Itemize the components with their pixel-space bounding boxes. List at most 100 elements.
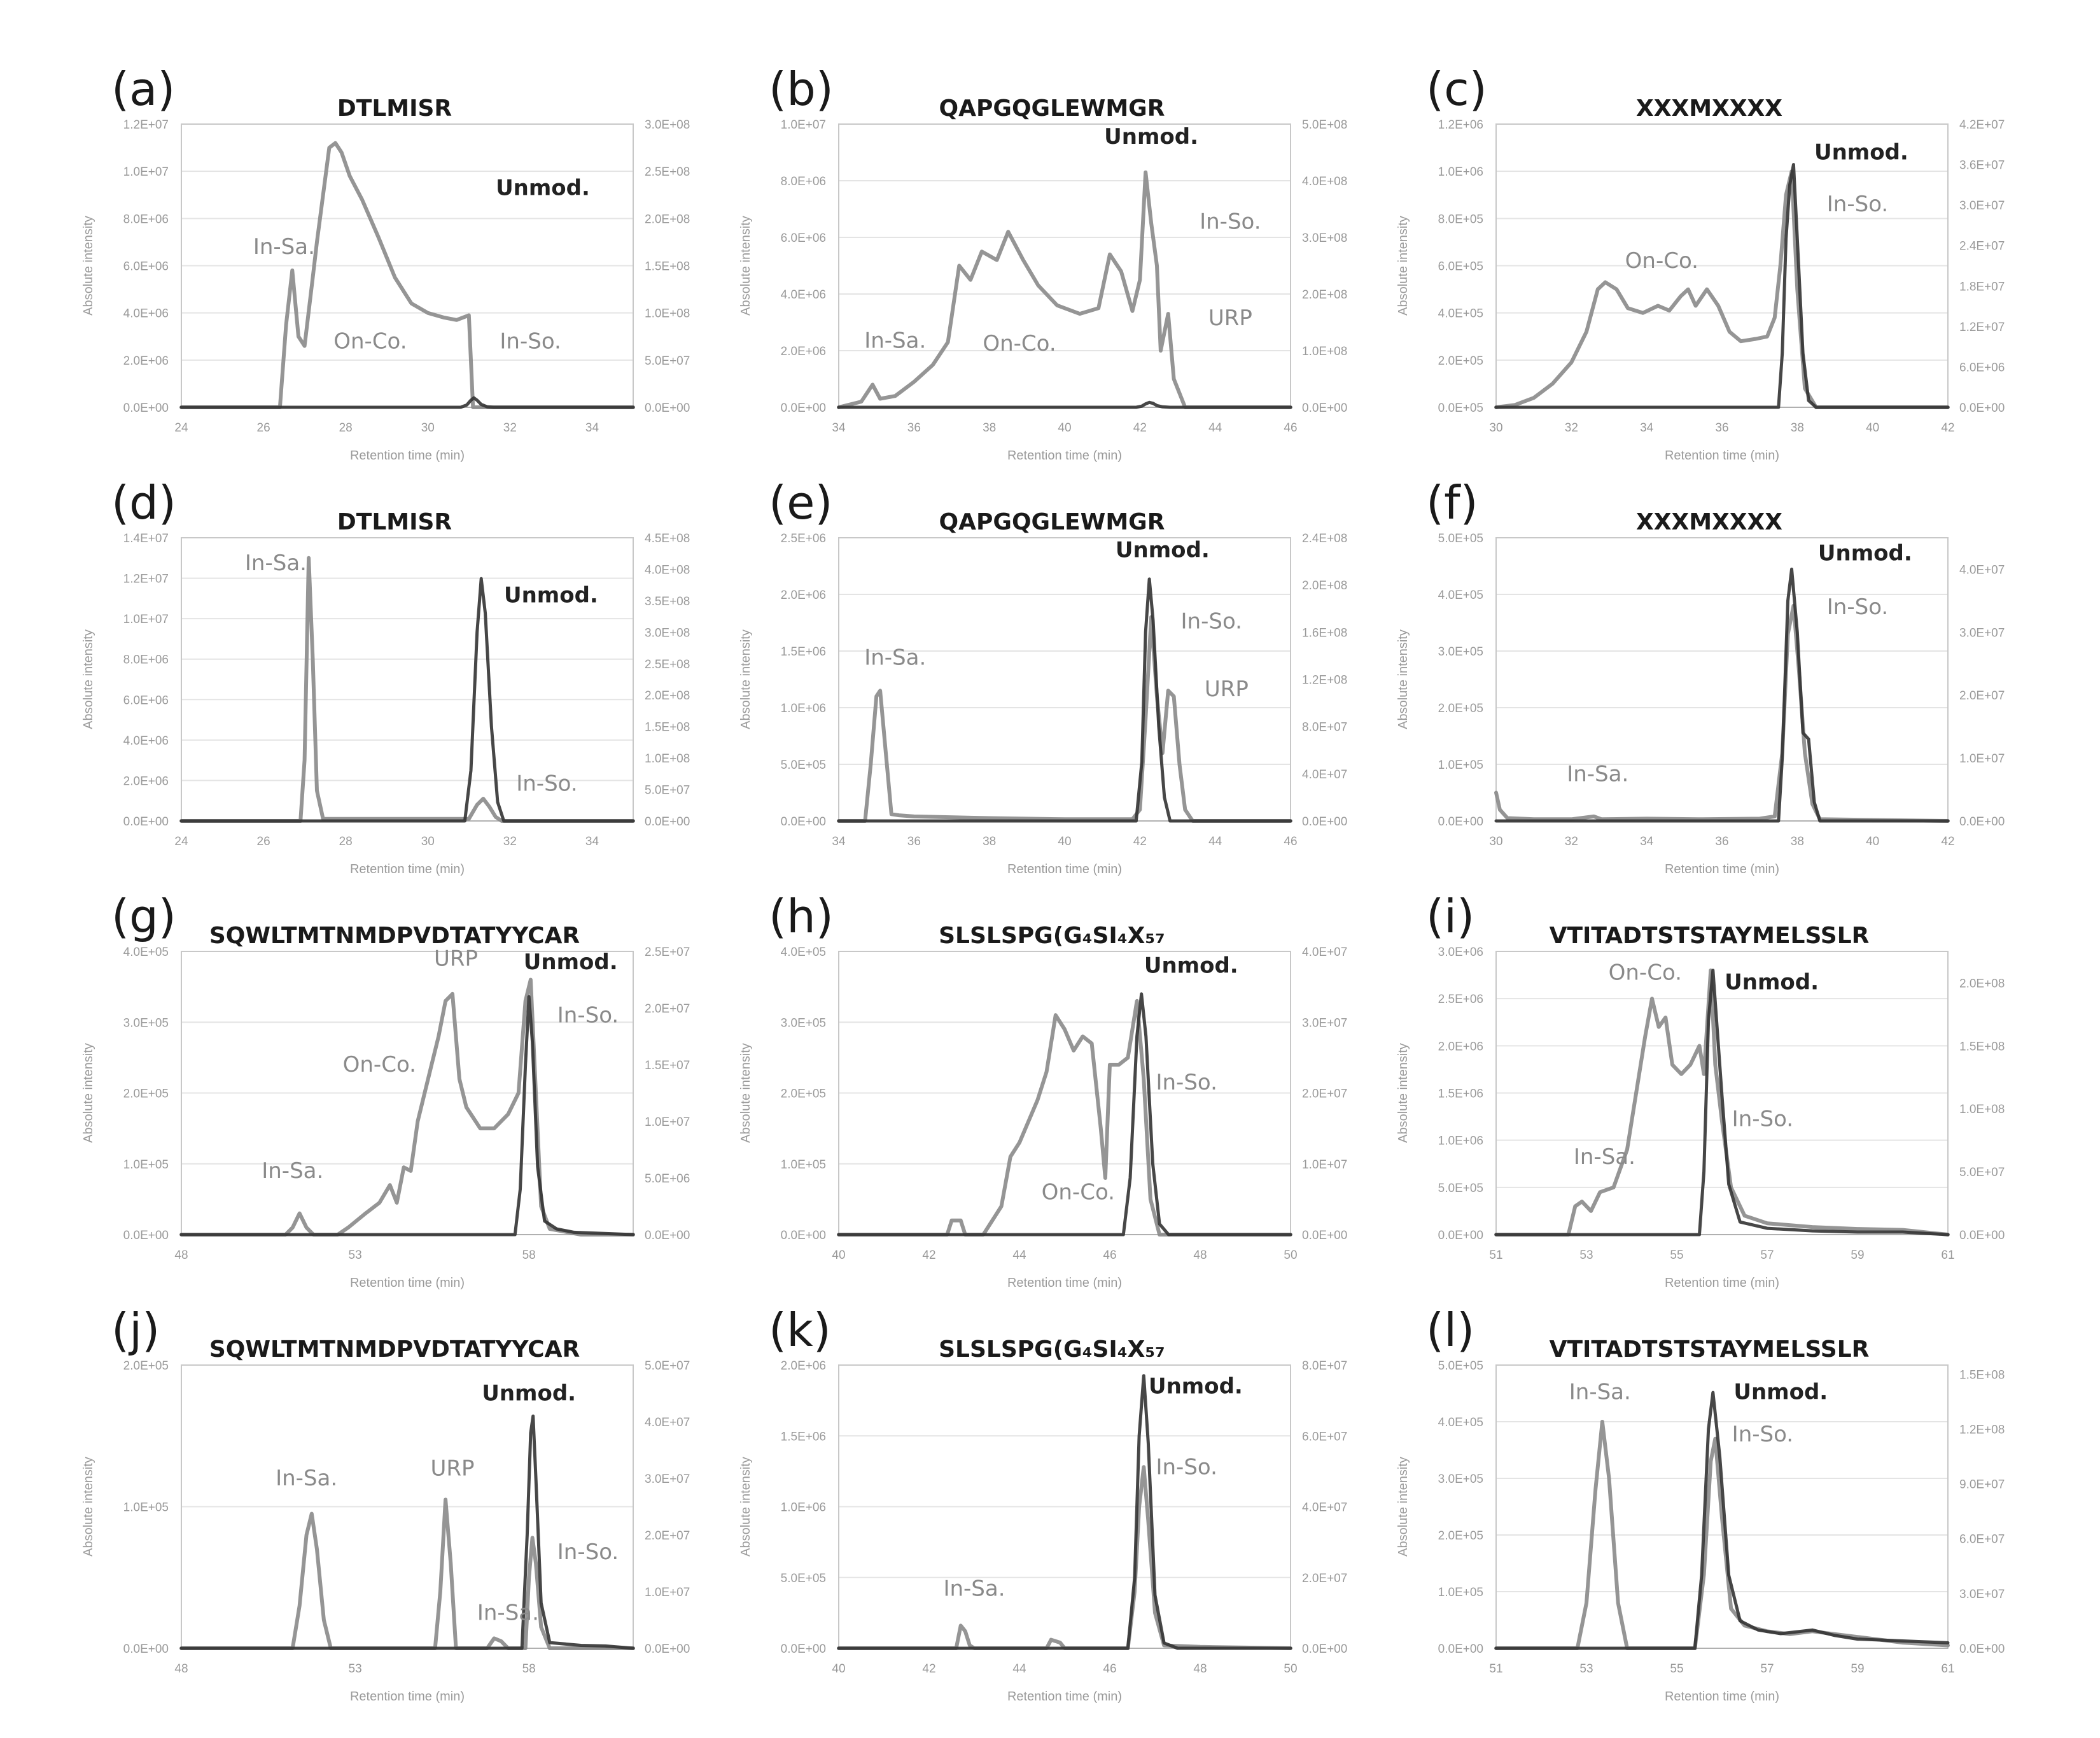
peak-annotation: In-So. (516, 771, 577, 796)
y-tick-label-right: 4.2E+07 (1959, 118, 2005, 132)
peak-annotation: In-Sa. (864, 645, 926, 670)
series-line-left-axis (1494, 603, 1950, 823)
y-tick-label-right: 1.5E+08 (645, 260, 690, 274)
y-tick-label-right: 0.0E+00 (1959, 1643, 2005, 1656)
y-tick-label-right: 2.4E+07 (1959, 240, 2005, 253)
series-line-left-axis (837, 1465, 1292, 1650)
series-line-right-axis (837, 577, 1292, 823)
panel-e: (e) QAPGQGLEWMGR 0.0E+00 5.0E+05 1.0E+06 1.5E… (739, 476, 1347, 876)
series-line-right-axis (1494, 163, 1950, 409)
series-line-right-axis (1494, 1391, 1950, 1650)
panel-title: QAPGQGLEWMGR (939, 95, 1165, 122)
y-tick-label-right: 1.0E+08 (1959, 1103, 2005, 1116)
y-tick-label-right: 9.0E+07 (1959, 1478, 2005, 1492)
y-tick-label-left: 2.0E+05 (781, 1088, 826, 1101)
y-tick-label-right: 1.0E+08 (1302, 345, 1347, 358)
panel-letter: (i) (1426, 890, 1474, 943)
y-tick-label-right: 2.0E+08 (1302, 579, 1347, 592)
y-axis-label: Absolute intensity (739, 1043, 753, 1143)
x-tick-label: 40 (1866, 421, 1879, 435)
x-tick-label: 42 (1941, 835, 1954, 848)
peak-annotation: Unmod. (1149, 1374, 1243, 1399)
y-tick-label-left: 8.0E+05 (1438, 213, 1483, 226)
y-tick-label-right: 2.5E+08 (645, 165, 690, 179)
x-tick-label: 58 (522, 1249, 536, 1262)
y-tick-label-left: 2.5E+06 (1438, 993, 1483, 1006)
peak-annotation: In-Sa. (1574, 1144, 1635, 1170)
y-tick-label-right: 0.0E+00 (1302, 402, 1347, 415)
series-line-right-axis (179, 396, 635, 409)
x-tick-label: 58 (522, 1662, 536, 1676)
y-tick-label-right: 6.0E+07 (1959, 1533, 2005, 1546)
y-tick-label-left: 1.5E+06 (781, 1430, 826, 1443)
x-tick-label: 40 (1058, 835, 1071, 848)
y-tick-label-left: 5.0E+05 (781, 759, 826, 772)
y-axis-label: Absolute intensity (81, 216, 95, 316)
panel-d: (d) DTLMISR 0.0E+00 2.0E+06 4.0E+06 6.0E+06 8.… (81, 476, 690, 876)
y-tick-label-right: 1.5E+07 (645, 1059, 690, 1072)
y-tick-label-right: 1.2E+08 (1302, 674, 1347, 687)
x-tick-label: 53 (349, 1662, 362, 1676)
peak-annotation: Unmod. (1818, 541, 1912, 566)
peak-annotation: Unmod. (496, 175, 590, 200)
y-tick-label-left: 0.0E+00 (781, 1643, 826, 1656)
peak-annotation: In-So. (1732, 1422, 1793, 1447)
peak-annotation: Unmod. (1814, 140, 1908, 165)
y-tick-label-left: 1.0E+06 (1438, 165, 1483, 179)
panel-letter: (k) (769, 1303, 831, 1357)
panel-title: VTITADTSTSTAYMELSSLR (1550, 1336, 1870, 1363)
peak-annotation: In-So. (1827, 594, 1888, 620)
x-tick-label: 42 (1941, 421, 1954, 435)
y-tick-label-left: 4.0E+05 (1438, 589, 1483, 602)
peak-annotation: URP (434, 946, 478, 971)
peak-annotation: In-Sa. (1569, 1379, 1631, 1405)
peak-annotation: In-Sa. (943, 1576, 1005, 1602)
x-tick-label: 40 (832, 1662, 845, 1676)
x-tick-label: 42 (922, 1662, 935, 1676)
x-tick-label: 53 (349, 1249, 362, 1262)
x-tick-label: 28 (339, 835, 353, 848)
y-tick-label-left: 6.0E+06 (123, 694, 169, 707)
series-line-left-axis (179, 141, 635, 409)
y-tick-label-left: 6.0E+06 (123, 260, 169, 274)
peak-annotation: In-Sa. (864, 328, 926, 354)
y-tick-label-left: 1.0E+07 (781, 118, 826, 132)
peak-annotation: In-Sa. (253, 234, 315, 260)
x-tick-label: 51 (1489, 1249, 1502, 1262)
y-tick-label-left: 2.0E+05 (1438, 354, 1483, 368)
x-tick-label: 32 (1565, 421, 1578, 435)
y-tick-label-left: 4.0E+05 (1438, 307, 1483, 321)
panel-title: DTLMISR (337, 509, 452, 535)
x-tick-label: 55 (1670, 1249, 1683, 1262)
y-tick-label-right: 2.0E+07 (1302, 1572, 1347, 1585)
y-tick-label-left: 3.0E+06 (1438, 946, 1483, 959)
y-tick-label-left: 2.0E+05 (1438, 1529, 1483, 1543)
x-tick-label: 46 (1284, 421, 1297, 435)
peak-annotation: On-Co. (1609, 960, 1682, 986)
y-tick-label-left: 0.0E+00 (123, 1643, 169, 1656)
y-tick-label-left: 0.0E+00 (781, 1229, 826, 1242)
y-tick-label-left: 1.0E+05 (1438, 759, 1483, 772)
y-tick-label-right: 1.2E+08 (1959, 1423, 2005, 1436)
panel-letter: (c) (1426, 62, 1487, 116)
y-tick-label-right: 3.0E+07 (1302, 1016, 1347, 1030)
panel-a: (a) DTLMISR 0.0E+00 2.0E+06 4.0E+06 6.0E+06 8.… (81, 62, 690, 463)
peak-annotation: In-Sa. (245, 550, 307, 576)
y-tick-label-left: 1.4E+07 (123, 532, 169, 545)
y-axis-label: Absolute intensity (739, 216, 753, 316)
y-tick-label-right: 4.0E+07 (1959, 563, 2005, 577)
x-tick-label: 48 (1193, 1662, 1207, 1676)
x-tick-label: 32 (1565, 835, 1578, 848)
y-tick-label-right: 1.0E+08 (645, 307, 690, 321)
x-tick-label: 61 (1941, 1249, 1954, 1262)
x-tick-label: 40 (832, 1249, 845, 1262)
peak-annotation: Unmod. (1144, 953, 1238, 978)
y-tick-label-left: 2.5E+06 (781, 532, 826, 545)
series-line-right-axis (837, 1374, 1292, 1650)
peak-annotation: In-So. (1827, 192, 1888, 217)
panel-title: VTITADTSTSTAYMELSSLR (1550, 923, 1870, 949)
y-tick-label-right: 3.0E+08 (645, 118, 690, 132)
x-axis-label: Retention time (min) (1665, 1276, 1779, 1290)
panel-letter: (l) (1426, 1303, 1474, 1357)
x-axis-label: Retention time (min) (1007, 1690, 1122, 1704)
